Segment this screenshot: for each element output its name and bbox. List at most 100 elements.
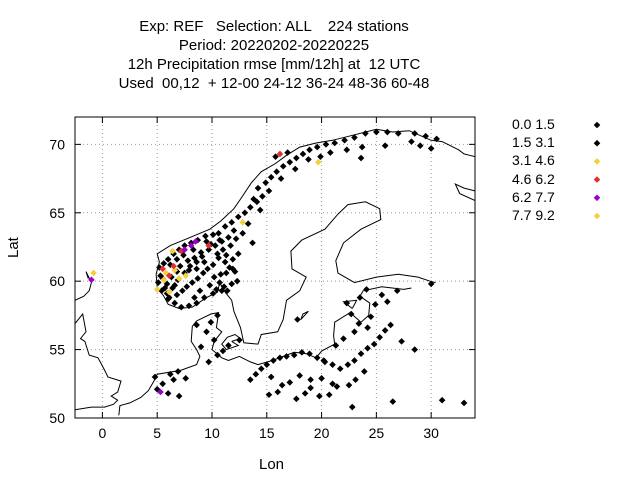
title-line-4: Used 00,12 + 12-00 24-12 36-24 48-36 60-… (118, 75, 430, 92)
data-point (274, 388, 282, 396)
coastline-path (221, 333, 242, 351)
data-point (411, 130, 419, 137)
data-point (387, 321, 394, 329)
data-point (270, 357, 277, 364)
data-point (332, 342, 340, 349)
data-point (340, 335, 347, 342)
data-point (351, 134, 358, 141)
legend-marker (593, 212, 601, 220)
data-point (193, 258, 200, 266)
data-point (364, 344, 371, 352)
data-point (215, 229, 222, 237)
y-tick-label: 65 (49, 205, 65, 221)
data-point (191, 294, 198, 301)
data-point (291, 165, 299, 173)
data-point (209, 261, 217, 269)
data-point (187, 242, 195, 249)
data-point (283, 353, 290, 360)
data-point (222, 269, 230, 277)
data-point (244, 220, 252, 228)
data-point (262, 179, 269, 186)
data-point (357, 154, 365, 162)
data-point (183, 283, 191, 290)
data-point (229, 255, 237, 263)
coastline-map (75, 128, 475, 416)
y-tick-label: 70 (49, 136, 65, 152)
legend-entry: 1.5 3.1 (512, 134, 555, 151)
data-point (267, 373, 275, 381)
data-point (209, 231, 217, 238)
data-point (157, 272, 164, 280)
data-point (173, 255, 181, 263)
y-tick-label: 50 (49, 410, 65, 426)
data-point (284, 149, 291, 156)
data-point (272, 153, 279, 160)
x-tick-label: 10 (204, 425, 220, 441)
coastline-path (155, 201, 436, 345)
data-point (422, 132, 429, 140)
data-point (176, 262, 184, 270)
data-point (231, 268, 239, 275)
coastline-path (454, 182, 475, 201)
data-point (336, 365, 344, 373)
legend-marker (593, 139, 601, 147)
data-point (239, 219, 246, 226)
coastline-path (75, 271, 92, 301)
data-point (408, 138, 415, 145)
data-point (210, 336, 218, 344)
data-point (227, 242, 234, 249)
data-point (378, 291, 386, 299)
legend-marker (593, 158, 601, 165)
data-point (322, 141, 330, 148)
data-point (197, 343, 205, 351)
data-point (307, 384, 314, 392)
coastline-path (474, 218, 475, 219)
data-point (389, 398, 397, 405)
data-point (232, 235, 240, 243)
data-point (345, 381, 353, 389)
data-point (194, 275, 202, 282)
data-point (201, 294, 208, 301)
data-point (182, 375, 189, 382)
data-point (393, 287, 401, 295)
data-point (313, 354, 321, 362)
data-point (398, 338, 405, 345)
data-point (320, 357, 328, 364)
data-point (341, 136, 348, 144)
data-point (203, 328, 210, 336)
data-point (165, 288, 173, 296)
data-point (216, 279, 223, 286)
data-point (352, 376, 359, 383)
coastline-path (118, 320, 201, 416)
data-point (355, 320, 363, 327)
data-point (224, 287, 231, 295)
data-point (273, 168, 280, 176)
data-point (151, 373, 159, 381)
data-point (165, 272, 173, 280)
data-point (278, 381, 286, 389)
data-point (185, 266, 193, 274)
data-point (169, 247, 176, 255)
data-point (306, 350, 313, 357)
data-point (164, 255, 172, 263)
legend-marker (593, 194, 601, 202)
data-point (181, 242, 188, 249)
data-point (205, 242, 212, 249)
data-point (259, 193, 266, 200)
data-point (286, 379, 294, 386)
data-point (220, 283, 228, 290)
data-point (276, 150, 284, 158)
data-point (313, 143, 321, 151)
data-point (363, 286, 370, 293)
data-point (157, 388, 164, 396)
data-point (169, 284, 176, 292)
data-point (213, 286, 220, 293)
data-point (358, 143, 366, 151)
data-point (193, 299, 200, 307)
data-point (201, 258, 208, 266)
data-point (247, 204, 254, 211)
data-point (239, 229, 246, 237)
data-point (218, 287, 226, 295)
data-point (343, 146, 351, 154)
data-point (333, 383, 341, 390)
